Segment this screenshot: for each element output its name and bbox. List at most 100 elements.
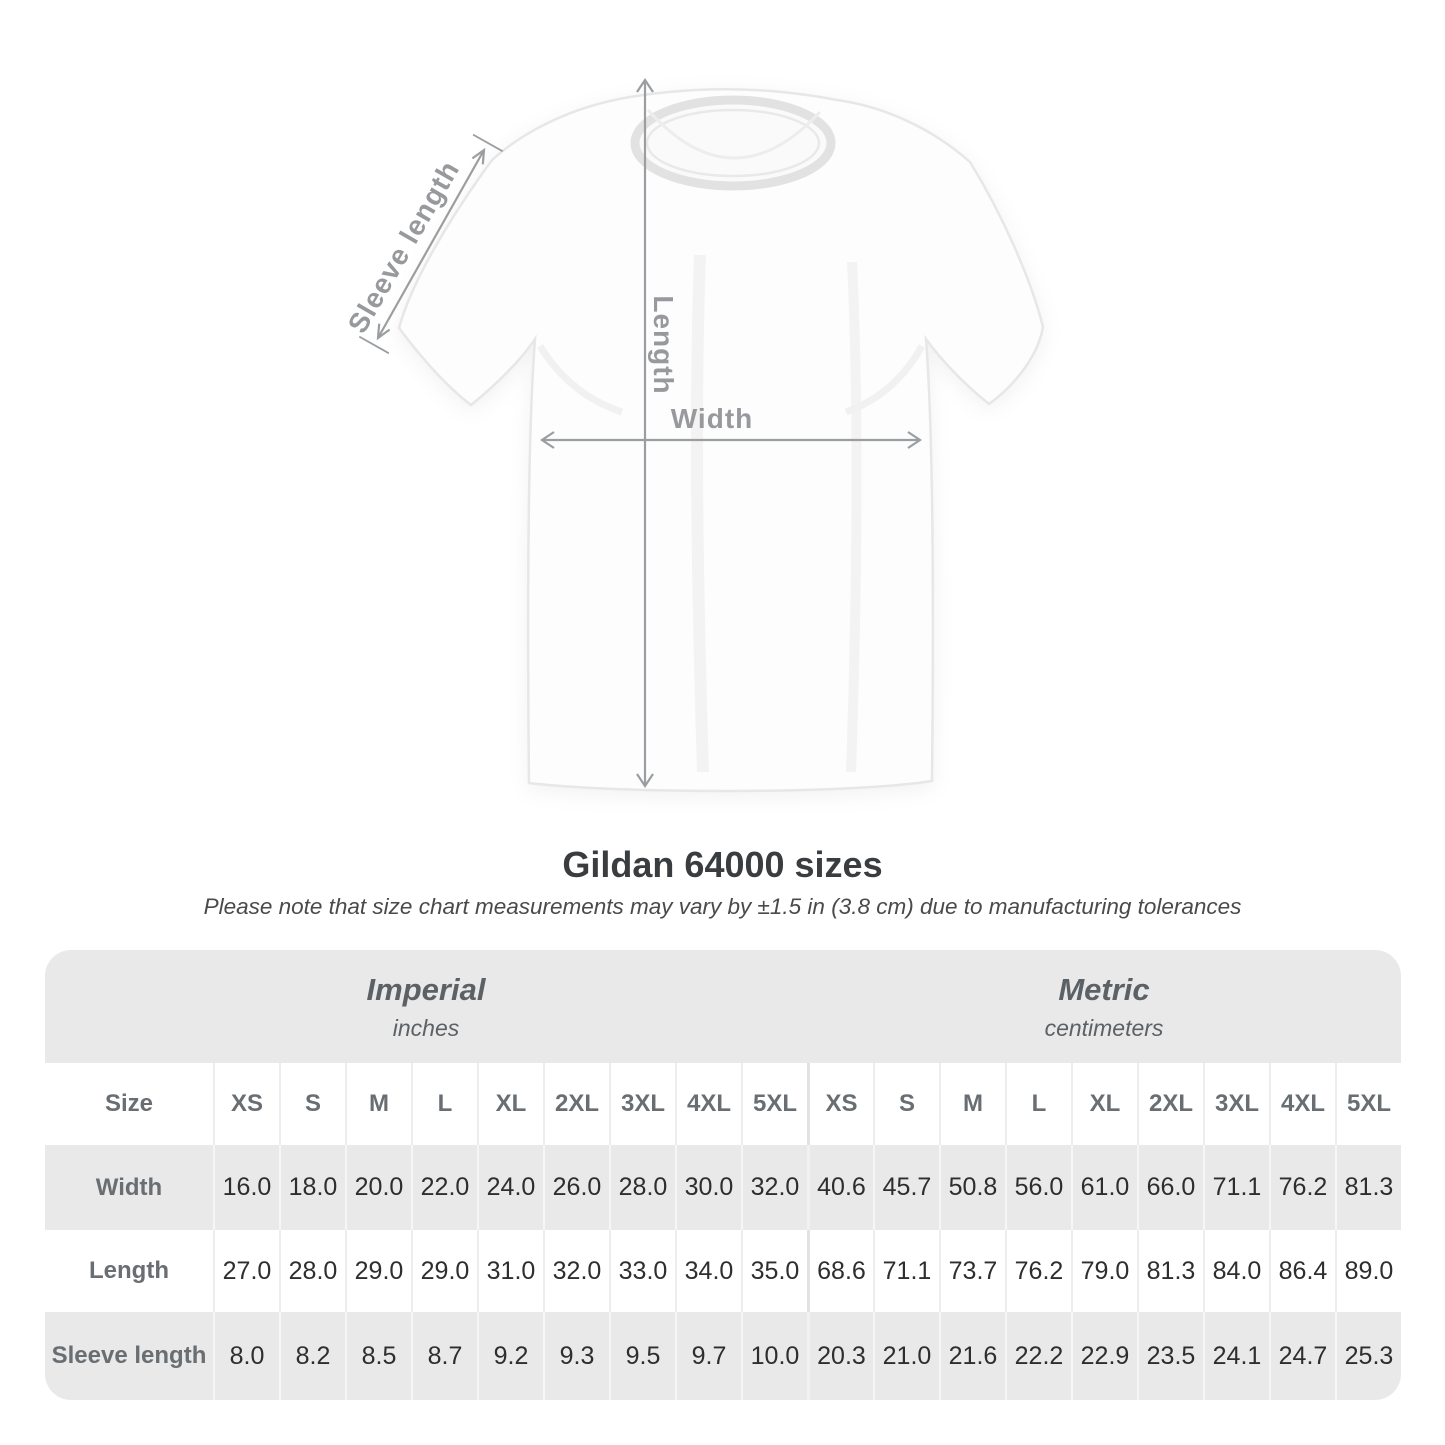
size-col-header: 4XL [1269,1063,1335,1145]
measurement-value: 76.2 [1005,1230,1071,1312]
fold-shading [690,254,709,773]
measurement-value: 32.0 [543,1230,609,1312]
measurement-value: 22.0 [411,1145,477,1230]
measurement-value: 16.0 [213,1145,279,1230]
size-col-header: XL [1071,1063,1137,1145]
measurement-value: 21.6 [939,1312,1005,1400]
measurement-value: 40.6 [807,1145,873,1230]
measurement-value: 29.0 [411,1230,477,1312]
measurement-value: 73.7 [939,1230,1005,1312]
measurement-value: 24.0 [477,1145,543,1230]
size-col-header: S [279,1063,345,1145]
measurement-value: 8.2 [279,1312,345,1400]
measurement-value: 8.0 [213,1312,279,1400]
measurement-value: 23.5 [1137,1312,1203,1400]
measurement-value: 68.6 [807,1230,873,1312]
imperial-title: Imperial [366,971,486,1007]
measurement-value: 35.0 [741,1230,807,1312]
measurement-value: 21.0 [873,1312,939,1400]
measurement-value: 28.0 [279,1230,345,1312]
size-col-header: L [411,1063,477,1145]
sleeve-dimension-line [377,149,485,339]
size-header: Size [104,1090,154,1117]
measurement-value: 32.0 [741,1145,807,1230]
page-title: Gildan 64000 sizes [562,844,883,885]
arrowhead-left-icon [540,431,555,449]
metric-unit: centimeters [1044,1014,1164,1041]
size-col-header: S [873,1063,939,1145]
row-label: Length [89,1257,169,1284]
measurement-value: 20.0 [345,1145,411,1230]
measurement-value: 28.0 [609,1145,675,1230]
size-table: Imperial inches Metric centimeters Size … [45,950,1401,1400]
dimension-lines [358,78,922,788]
arrowhead-right-icon [907,431,922,449]
measurement-value: 34.0 [675,1230,741,1312]
length-label: Length [648,295,679,394]
size-col-header: 3XL [1203,1063,1269,1145]
measurement-value: 33.0 [609,1230,675,1312]
size-col-header: 2XL [543,1063,609,1145]
measurement-value: 9.5 [609,1312,675,1400]
metric-section-header: Metric centimeters [807,950,1401,1063]
size-col-header: L [1005,1063,1071,1145]
underarm-shadow [537,344,624,416]
measurement-value: 25.3 [1335,1312,1401,1400]
measurement-value: 20.3 [807,1312,873,1400]
measurement-value: 89.0 [1335,1230,1401,1312]
metric-title: Metric [1058,971,1150,1007]
arrowhead-upright-icon [471,147,486,165]
witness-tick [358,335,390,355]
measurement-value: 24.7 [1269,1312,1335,1400]
measurement-value: 8.5 [345,1312,411,1400]
measurement-value: 86.4 [1269,1230,1335,1312]
size-col-header: 3XL [609,1063,675,1145]
arrowhead-up-icon [636,78,654,93]
unit-system-band: Imperial inches Metric centimeters [45,950,1401,1063]
measurement-value: 18.0 [279,1145,345,1230]
measurement-value: 29.0 [345,1230,411,1312]
arrowhead-down-icon [636,773,654,788]
tshirt-figure: Sleeve length Length Width [342,78,1045,793]
width-label: Width [671,403,754,434]
measurement-value: 79.0 [1071,1230,1137,1312]
measurement-value: 31.0 [477,1230,543,1312]
measurement-value: 71.1 [1203,1145,1269,1230]
measurement-value: 66.0 [1137,1145,1203,1230]
measurement-value: 27.0 [213,1230,279,1312]
measurement-value: 9.2 [477,1312,543,1400]
measurement-value: 71.1 [873,1230,939,1312]
table-row-length: Length 27.0 28.0 29.0 29.0 31.0 32.0 33.… [45,1230,1401,1312]
collar-opening [635,100,831,186]
measurement-value: 81.3 [1335,1145,1401,1230]
size-header-row: Size XS S M L XL 2XL 3XL 4XL 5XL XS S M … [45,1063,1401,1145]
collar-shadow [646,108,822,160]
measurement-value: 76.2 [1269,1145,1335,1230]
collar-band [630,95,836,191]
measurement-value: 81.3 [1137,1230,1203,1312]
measurement-value: 45.7 [873,1145,939,1230]
collar-inner-edge [645,108,821,178]
measurement-value: 30.0 [675,1145,741,1230]
measurement-value: 61.0 [1071,1145,1137,1230]
tshirt-svg: Sleeve length Length Width [342,78,1045,793]
measurement-value: 9.3 [543,1312,609,1400]
row-label: Sleeve length [51,1342,207,1369]
size-col-header: 5XL [1335,1063,1401,1145]
measurement-value: 22.9 [1071,1312,1137,1400]
table-row-sleeve-length: Sleeve length 8.0 8.2 8.5 8.7 9.2 9.3 9.… [45,1312,1401,1400]
witness-tick [472,133,504,153]
size-col-header: 2XL [1137,1063,1203,1145]
measurement-value: 84.0 [1203,1230,1269,1312]
row-label: Width [95,1173,163,1201]
measurement-value: 8.7 [411,1312,477,1400]
size-col-header: 4XL [675,1063,741,1145]
size-col-header: 5XL [741,1063,807,1145]
size-col-header: XS [213,1063,279,1145]
size-col-header: XL [477,1063,543,1145]
measurement-value: 22.2 [1005,1312,1071,1400]
measurement-value: 24.1 [1203,1312,1269,1400]
measurement-value: 50.8 [939,1145,1005,1230]
size-col-header: XS [807,1063,873,1145]
